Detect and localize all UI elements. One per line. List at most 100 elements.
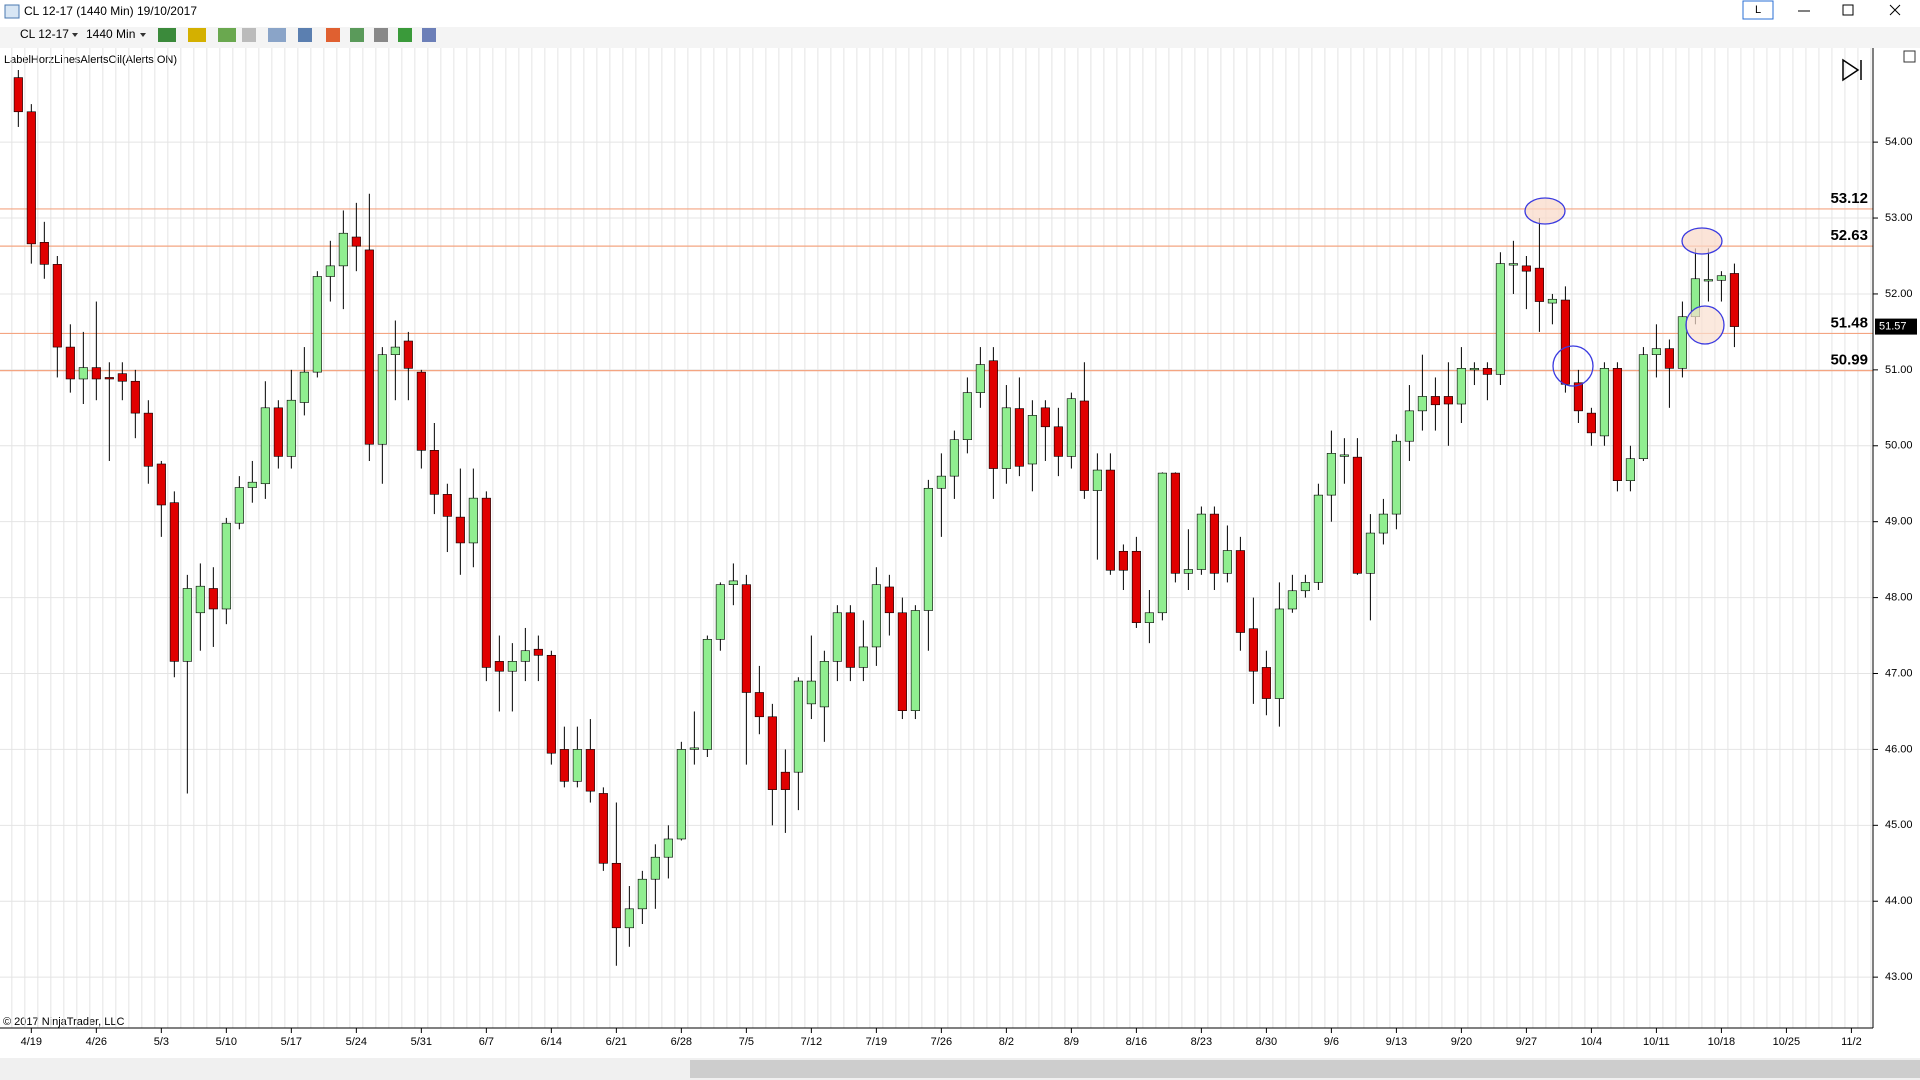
candle-body — [767, 716, 777, 790]
candle-body — [1521, 265, 1531, 272]
candle-body — [1222, 550, 1232, 574]
candle-body — [39, 242, 49, 265]
candle-body — [494, 661, 504, 672]
candle-body — [325, 265, 335, 277]
candle-body — [1209, 513, 1219, 574]
data-box-button[interactable] — [374, 28, 388, 42]
candle-body — [52, 264, 62, 348]
candle-body — [481, 497, 491, 668]
indicators-button[interactable] — [350, 28, 364, 42]
x-tick-label: 8/9 — [1064, 1036, 1079, 1048]
zoom-button[interactable] — [298, 28, 312, 42]
annotation-ellipse — [1685, 305, 1725, 345]
candle-body — [988, 360, 998, 469]
x-tick-label: 7/19 — [866, 1036, 887, 1048]
x-tick-label: 10/11 — [1643, 1036, 1670, 1048]
candle-body — [559, 749, 569, 782]
candle-body — [949, 439, 959, 477]
x-tick-label: 11/2 — [1841, 1036, 1862, 1048]
candle-body — [858, 646, 868, 668]
candle-body — [1001, 407, 1011, 469]
x-tick-label: 6/14 — [541, 1036, 562, 1048]
window-title: CL 12-17 (1440 Min) 19/10/2017 — [24, 4, 197, 18]
indicator-label: LabelHorzLinesAlertsOil(Alerts ON) — [4, 54, 177, 66]
strategy-button[interactable] — [326, 28, 340, 42]
candle-body — [247, 481, 257, 488]
candle-body — [26, 111, 36, 245]
candle-body — [676, 749, 686, 840]
candle-body — [429, 450, 439, 495]
candle-body — [1183, 569, 1193, 574]
candle-body — [377, 354, 387, 445]
candle-body — [598, 793, 608, 864]
candle-body — [1495, 263, 1505, 375]
candle-body — [1014, 408, 1024, 467]
candle-body — [702, 639, 712, 750]
candle-body — [1261, 667, 1271, 699]
candle-body — [715, 584, 725, 640]
dropdown-arrow — [140, 33, 146, 37]
l-button[interactable] — [1742, 0, 1774, 20]
candle-body — [1469, 368, 1479, 371]
candle-body — [572, 749, 582, 782]
x-tick-label: 7/26 — [931, 1036, 952, 1048]
candle-body — [689, 747, 699, 750]
candle-body — [13, 77, 23, 113]
toolbar — [0, 27, 1920, 48]
close-button[interactable] — [1889, 4, 1901, 16]
drawing-tool-button[interactable] — [188, 28, 206, 42]
chart-style-button[interactable] — [158, 28, 176, 42]
money-button[interactable] — [398, 28, 412, 42]
horizontal-line-label: 50.99 — [1830, 352, 1868, 369]
candle-body — [1599, 368, 1609, 437]
candle-body — [1079, 400, 1089, 491]
x-tick-label: 9/6 — [1324, 1036, 1339, 1048]
cursor-button[interactable] — [268, 28, 286, 42]
x-tick-label: 6/7 — [479, 1036, 494, 1048]
x-tick-label: 4/19 — [21, 1036, 42, 1048]
remove-button[interactable] — [242, 28, 256, 42]
candle-body — [1118, 550, 1128, 571]
candle-body — [975, 364, 985, 393]
scrollbar-thumb[interactable] — [690, 1060, 1920, 1078]
y-tick-label: 52.00 — [1885, 288, 1913, 300]
restore-button[interactable] — [1842, 4, 1854, 16]
candle-body — [312, 276, 322, 373]
candle-body — [1053, 426, 1063, 457]
candle-body — [1144, 612, 1154, 623]
x-tick-label: 8/2 — [999, 1036, 1014, 1048]
app-icon — [4, 4, 20, 19]
axis-menu-button[interactable] — [1903, 50, 1916, 63]
candle-body — [182, 588, 192, 662]
candle-body — [780, 771, 790, 790]
candle-body — [533, 648, 543, 656]
scroll-to-end-button[interactable] — [1842, 58, 1862, 82]
candle-body — [845, 612, 855, 668]
candle-body — [1560, 299, 1570, 385]
candle-body — [390, 346, 400, 355]
candle-body — [351, 236, 361, 247]
y-tick-label: 51.00 — [1885, 364, 1913, 376]
y-tick-label: 45.00 — [1885, 819, 1913, 831]
plot-area — [0, 48, 1873, 1028]
period-selector[interactable]: 1440 Min — [86, 27, 135, 41]
candle-body — [728, 580, 738, 585]
x-tick-label: 5/31 — [411, 1036, 432, 1048]
candle-body — [1586, 412, 1596, 434]
candle-body — [832, 612, 842, 662]
x-tick-label: 5/3 — [154, 1036, 169, 1048]
candle-body — [208, 588, 218, 610]
candle-body — [871, 584, 881, 648]
y-tick-label: 53.00 — [1885, 212, 1913, 224]
y-tick-label: 47.00 — [1885, 667, 1913, 679]
candle-body — [663, 838, 673, 858]
candle-body — [1170, 472, 1180, 574]
instrument-selector[interactable]: CL 12-17 — [20, 27, 69, 41]
y-tick-label: 50.00 — [1885, 440, 1913, 452]
l-button-label[interactable]: L — [1755, 4, 1761, 16]
candle-body — [130, 380, 140, 414]
candle-body — [1040, 407, 1050, 428]
add-button[interactable] — [218, 28, 236, 42]
properties-button[interactable] — [422, 28, 436, 42]
